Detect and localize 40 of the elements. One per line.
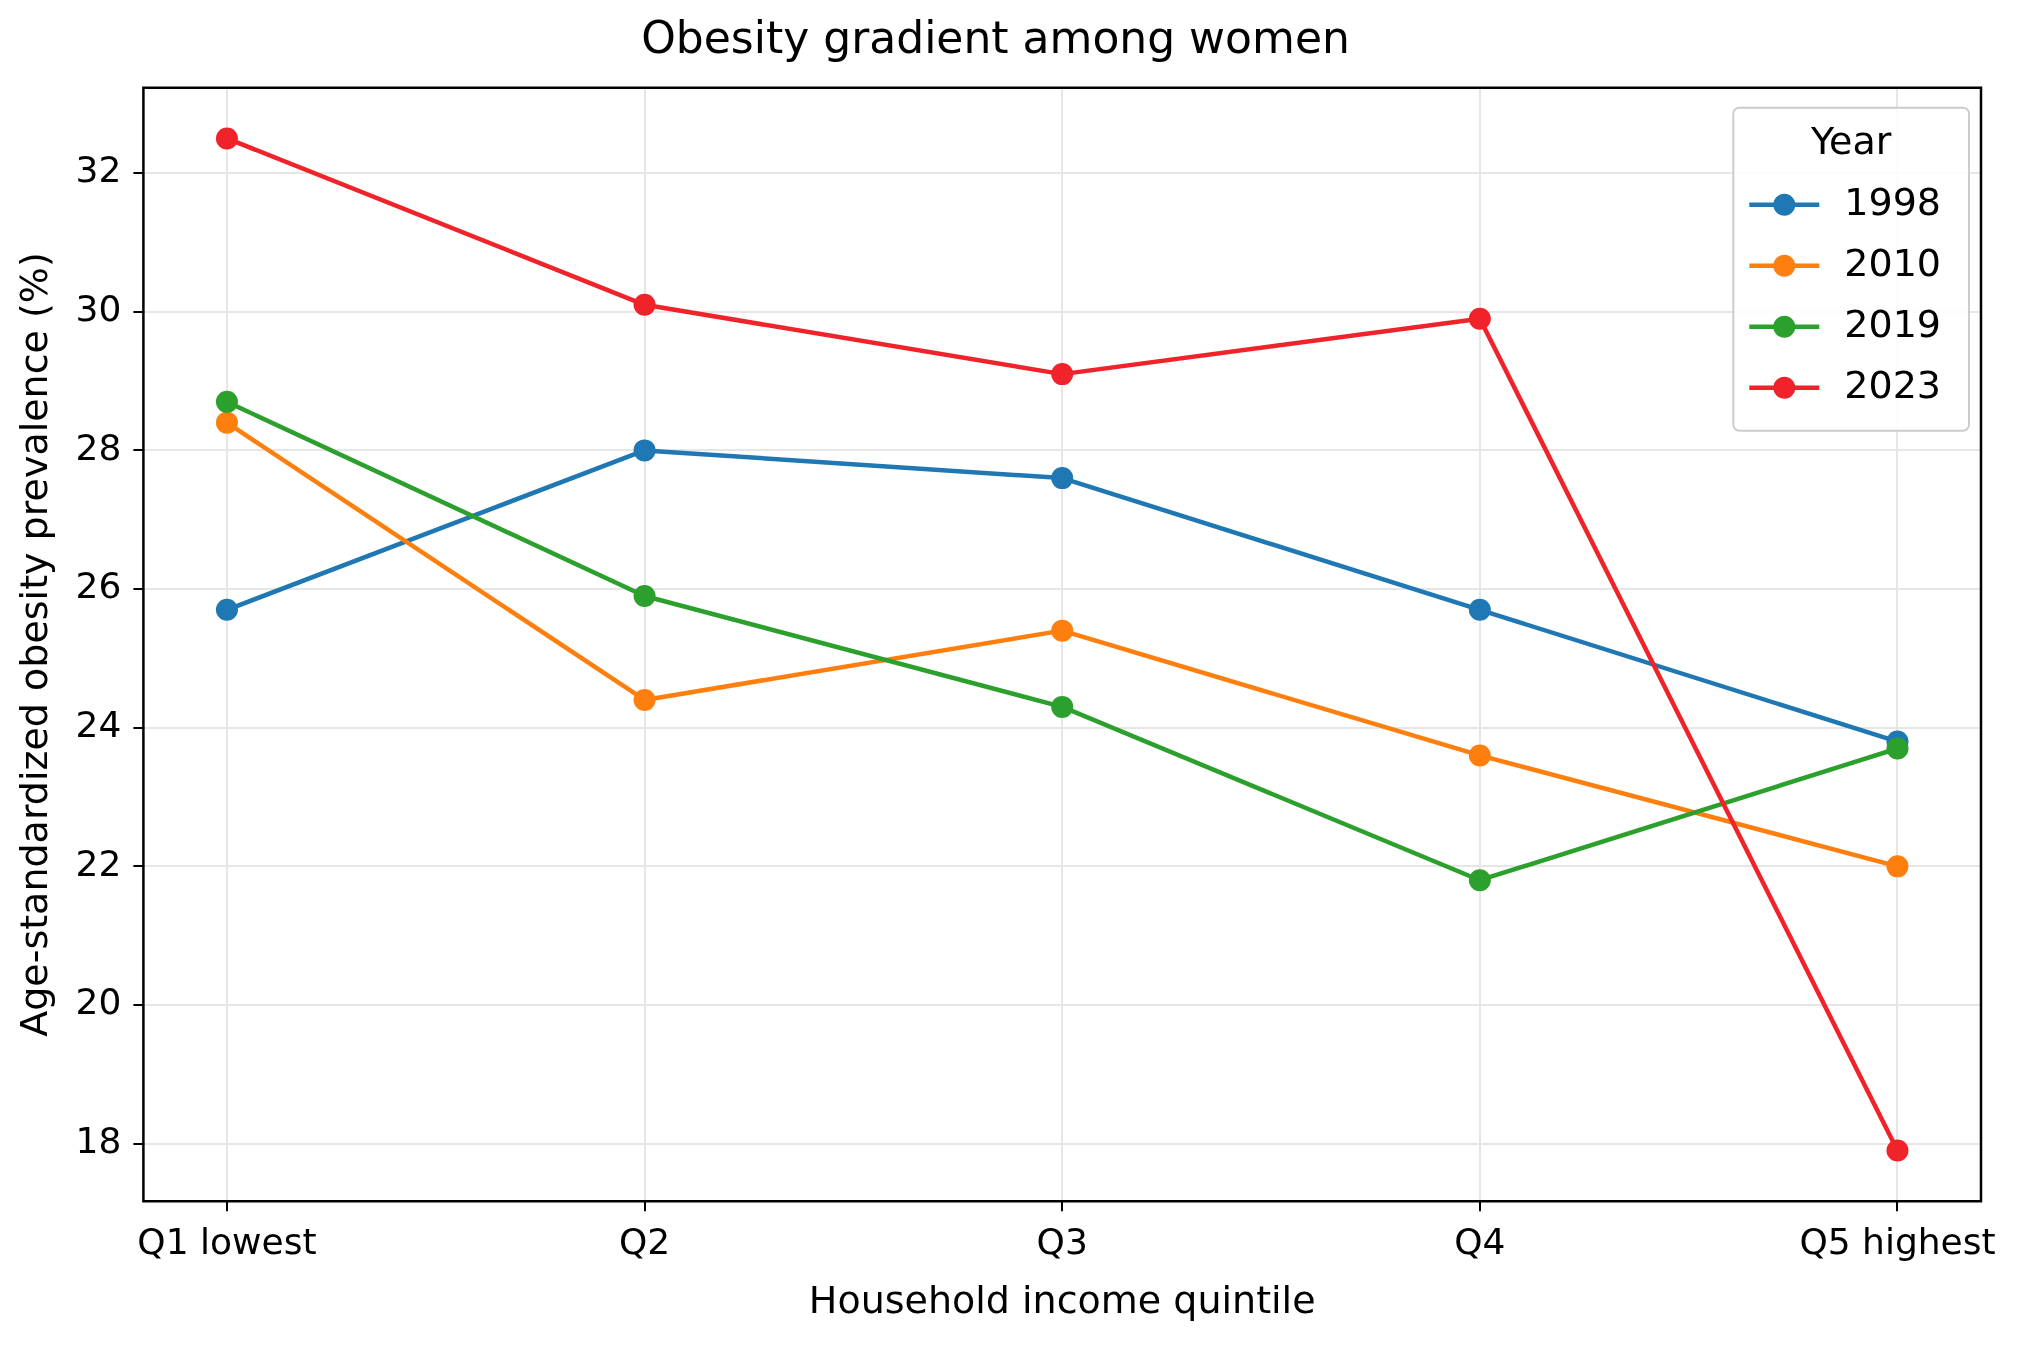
y-tick-label: 28	[75, 426, 122, 468]
point	[215, 127, 238, 150]
point	[1051, 619, 1074, 642]
y-tick-label: 20	[75, 981, 122, 1023]
point	[215, 411, 238, 434]
point	[1468, 869, 1491, 892]
legend-label: 1998	[1844, 179, 1942, 224]
point	[633, 688, 656, 711]
x-tick-label: Q1 lowest	[137, 1221, 317, 1263]
point	[1886, 855, 1909, 878]
point	[1051, 467, 1074, 490]
x-tick-label: Q3	[1036, 1221, 1088, 1263]
point	[633, 439, 656, 462]
point	[633, 293, 656, 316]
x-axis-title: Household income quintile	[808, 1278, 1316, 1323]
y-tick-label: 30	[75, 288, 122, 330]
x-tick-label: Q2	[618, 1221, 671, 1263]
y-tick-label: 32	[75, 149, 122, 191]
point	[1886, 737, 1909, 760]
chart-title: Obesity gradient among women	[641, 11, 1350, 63]
point	[633, 584, 656, 607]
legend-label: 2023	[1844, 362, 1942, 407]
legend-label: 2010	[1844, 240, 1942, 285]
y-axis-title: Age-standardized obesity prevalence (%)	[11, 252, 56, 1037]
point	[215, 598, 238, 621]
point	[1468, 744, 1491, 767]
x-tick-label: Q5 highest	[1799, 1221, 1996, 1263]
x-tick-label: Q4	[1454, 1221, 1506, 1263]
point	[1468, 307, 1491, 330]
y-tick-label: 26	[75, 565, 122, 607]
point	[1468, 598, 1491, 621]
point	[1886, 1139, 1909, 1162]
point	[1051, 695, 1074, 718]
point	[1051, 363, 1074, 386]
y-tick-label: 22	[75, 842, 122, 884]
y-tick-label: 18	[75, 1120, 122, 1162]
point	[215, 390, 238, 413]
legend-title: Year	[1809, 118, 1892, 163]
y-tick-label: 24	[75, 704, 122, 746]
legend-label: 2019	[1844, 301, 1942, 346]
